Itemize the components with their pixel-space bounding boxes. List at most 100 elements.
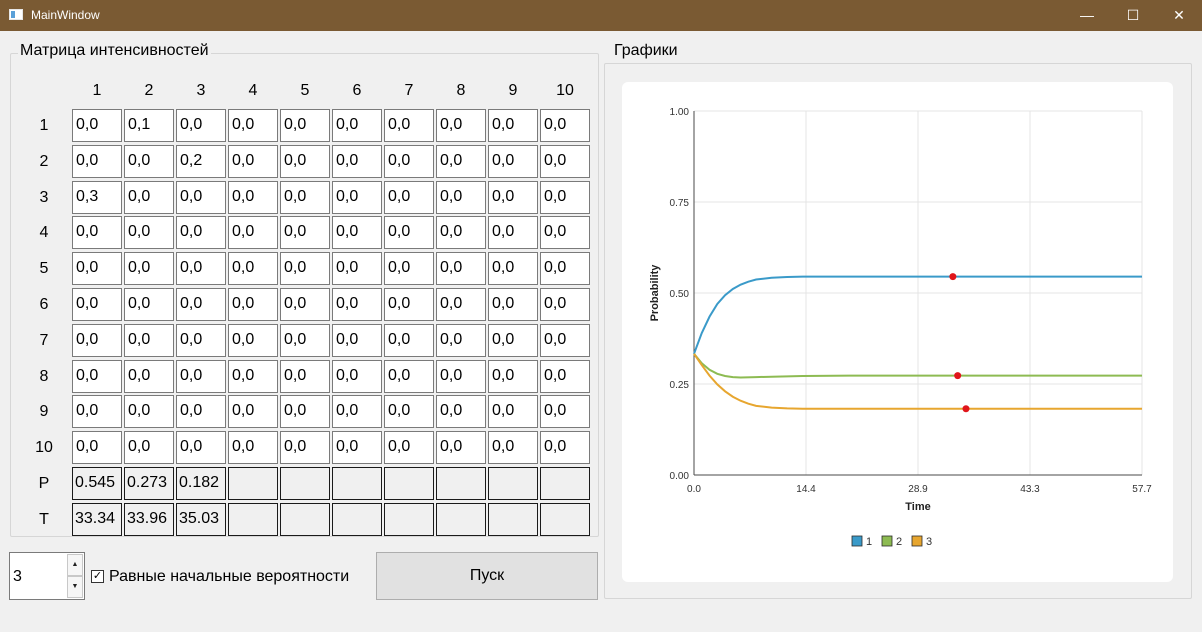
matrix-cell[interactable]: 0,0: [384, 144, 434, 178]
matrix-cell[interactable]: 0,0: [124, 395, 174, 429]
run-button[interactable]: Пуск: [376, 552, 598, 600]
matrix-cell[interactable]: 0,0: [280, 323, 330, 357]
matrix-cell[interactable]: 0,0: [540, 288, 590, 321]
matrix-cell[interactable]: 0,0: [436, 144, 486, 178]
matrix-cell[interactable]: 0,0: [228, 109, 278, 142]
matrix-cell[interactable]: 0,2: [176, 144, 226, 178]
matrix-cell[interactable]: 0,0: [228, 216, 278, 250]
matrix-cell[interactable]: 0,0: [124, 288, 174, 321]
matrix-cell[interactable]: 0,0: [280, 144, 330, 178]
matrix-cell[interactable]: 0,0: [280, 395, 330, 429]
matrix-cell[interactable]: 0,0: [124, 144, 174, 178]
matrix-cell[interactable]: 0,0: [384, 359, 434, 393]
matrix-cell[interactable]: 0,0: [72, 252, 122, 286]
maximize-button[interactable]: ☐: [1126, 7, 1140, 23]
matrix-cell[interactable]: 0,0: [540, 431, 590, 465]
matrix-cell[interactable]: 0,0: [436, 288, 486, 321]
matrix-cell[interactable]: 0,0: [384, 288, 434, 321]
matrix-cell[interactable]: 0,0: [384, 431, 434, 465]
matrix-cell[interactable]: 0,0: [332, 431, 382, 465]
matrix-cell[interactable]: 0,0: [72, 144, 122, 178]
matrix-cell[interactable]: 0,0: [72, 395, 122, 429]
matrix-cell[interactable]: 0,0: [176, 323, 226, 357]
matrix-cell[interactable]: 0,0: [384, 395, 434, 429]
matrix-cell[interactable]: 0,0: [124, 431, 174, 465]
matrix-cell[interactable]: 0,0: [488, 431, 538, 465]
matrix-cell[interactable]: 0,0: [436, 109, 486, 142]
matrix-cell[interactable]: 0,0: [176, 252, 226, 286]
matrix-cell[interactable]: 0,0: [436, 252, 486, 286]
matrix-cell[interactable]: 0,0: [384, 180, 434, 214]
matrix-cell[interactable]: 0,0: [332, 144, 382, 178]
matrix-cell[interactable]: 0,0: [540, 109, 590, 142]
spin-down-button[interactable]: ▼: [67, 576, 83, 598]
matrix-cell[interactable]: 0,0: [280, 216, 330, 250]
matrix-cell[interactable]: 0,0: [72, 109, 122, 142]
matrix-cell[interactable]: 0,0: [176, 109, 226, 142]
matrix-cell[interactable]: 0,0: [332, 252, 382, 286]
matrix-cell[interactable]: 0,0: [540, 395, 590, 429]
matrix-cell[interactable]: 0,0: [384, 252, 434, 286]
matrix-cell[interactable]: 0,0: [124, 216, 174, 250]
equal-probabilities-checkbox[interactable]: ✓: [91, 570, 104, 583]
matrix-cell[interactable]: 0,3: [72, 180, 122, 214]
matrix-cell[interactable]: 0,0: [228, 359, 278, 393]
matrix-cell[interactable]: 0,0: [488, 395, 538, 429]
matrix-cell[interactable]: 0,0: [72, 359, 122, 393]
matrix-cell[interactable]: 0,0: [332, 359, 382, 393]
matrix-cell[interactable]: 0,0: [280, 180, 330, 214]
matrix-cell[interactable]: 0,0: [488, 180, 538, 214]
matrix-cell[interactable]: 0,0: [72, 431, 122, 465]
matrix-cell[interactable]: 0,0: [436, 323, 486, 357]
matrix-cell[interactable]: 0,0: [540, 359, 590, 393]
matrix-cell[interactable]: 0,0: [488, 288, 538, 321]
matrix-cell[interactable]: 0,0: [280, 109, 330, 142]
state-count-spinbox[interactable]: 3 ▲ ▼: [9, 552, 85, 600]
matrix-cell[interactable]: 0,0: [384, 216, 434, 250]
matrix-cell[interactable]: 0,0: [332, 216, 382, 250]
matrix-cell[interactable]: 0,0: [488, 323, 538, 357]
matrix-cell[interactable]: 0,0: [488, 359, 538, 393]
matrix-cell[interactable]: 0,0: [384, 323, 434, 357]
matrix-cell[interactable]: 0,0: [384, 109, 434, 142]
matrix-cell[interactable]: 0,0: [228, 144, 278, 178]
spin-up-button[interactable]: ▲: [67, 554, 83, 576]
matrix-cell[interactable]: 0,1: [124, 109, 174, 142]
matrix-cell[interactable]: 0,0: [280, 359, 330, 393]
matrix-cell[interactable]: 0,0: [488, 216, 538, 250]
matrix-cell[interactable]: 0,0: [228, 252, 278, 286]
matrix-cell[interactable]: 0,0: [332, 180, 382, 214]
matrix-cell[interactable]: 0,0: [436, 180, 486, 214]
minimize-button[interactable]: —: [1080, 7, 1094, 23]
matrix-cell[interactable]: 0,0: [176, 359, 226, 393]
matrix-cell[interactable]: 0,0: [228, 323, 278, 357]
matrix-cell[interactable]: 0,0: [228, 288, 278, 321]
close-button[interactable]: ✕: [1173, 7, 1185, 23]
matrix-cell[interactable]: 0,0: [332, 323, 382, 357]
matrix-cell[interactable]: 0,0: [280, 288, 330, 321]
matrix-cell[interactable]: 0,0: [488, 252, 538, 286]
matrix-cell[interactable]: 0,0: [436, 395, 486, 429]
matrix-cell[interactable]: 0,0: [436, 359, 486, 393]
matrix-cell[interactable]: 0,0: [488, 144, 538, 178]
matrix-cell[interactable]: 0,0: [124, 252, 174, 286]
matrix-cell[interactable]: 0,0: [176, 180, 226, 214]
matrix-cell[interactable]: 0,0: [124, 323, 174, 357]
matrix-cell[interactable]: 0,0: [280, 431, 330, 465]
matrix-cell[interactable]: 0,0: [540, 252, 590, 286]
matrix-cell[interactable]: 0,0: [228, 395, 278, 429]
matrix-cell[interactable]: 0,0: [540, 144, 590, 178]
equal-probabilities-label[interactable]: Равные начальные вероятности: [109, 568, 350, 585]
matrix-cell[interactable]: 0,0: [436, 431, 486, 465]
matrix-cell[interactable]: 0,0: [540, 180, 590, 214]
matrix-cell[interactable]: 0,0: [280, 252, 330, 286]
matrix-cell[interactable]: 0,0: [176, 216, 226, 250]
matrix-cell[interactable]: 0,0: [332, 395, 382, 429]
matrix-cell[interactable]: 0,0: [332, 288, 382, 321]
matrix-cell[interactable]: 0,0: [540, 216, 590, 250]
matrix-cell[interactable]: 0,0: [176, 431, 226, 465]
matrix-cell[interactable]: 0,0: [124, 359, 174, 393]
matrix-cell[interactable]: 0,0: [176, 288, 226, 321]
matrix-cell[interactable]: 0,0: [176, 395, 226, 429]
matrix-cell[interactable]: 0,0: [228, 431, 278, 465]
